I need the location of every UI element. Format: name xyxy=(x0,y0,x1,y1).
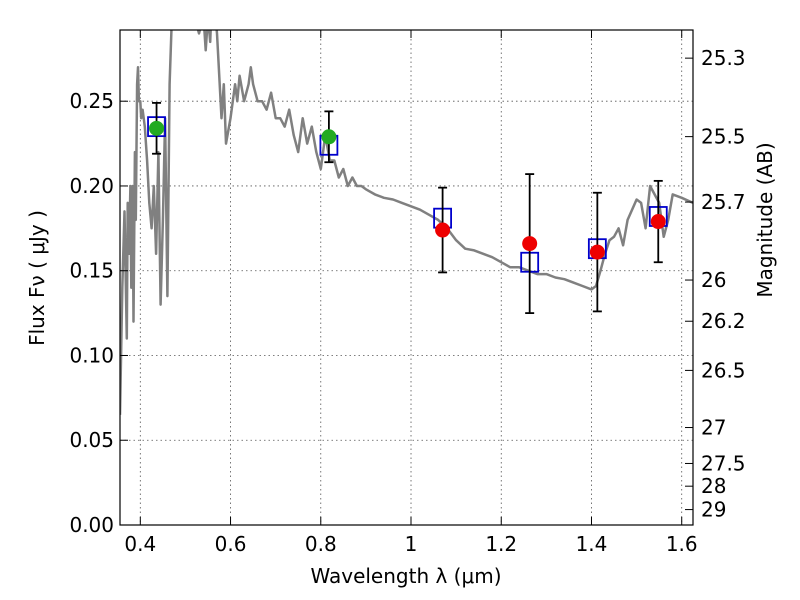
observed-point xyxy=(589,244,605,260)
x-tick-label: 0.8 xyxy=(305,532,337,556)
plot-frame xyxy=(119,29,694,526)
x-tick-label: 1.6 xyxy=(666,532,698,556)
y-tick-label: 0.00 xyxy=(69,513,114,537)
right-axis-label: Magnitude (AB) xyxy=(753,142,777,297)
right-tick-label: 26.5 xyxy=(701,358,746,382)
right-tick-label: 25.7 xyxy=(701,190,746,214)
observed-point xyxy=(321,129,337,145)
x-tick-label: 0.4 xyxy=(124,532,156,556)
grid xyxy=(120,30,693,525)
spectrum-line xyxy=(120,30,693,415)
observed-point xyxy=(435,222,451,238)
right-tick-label: 29 xyxy=(701,498,726,522)
y-axis-label: Flux Fν ( μJy ) xyxy=(25,210,49,346)
y-tick-label: 0.20 xyxy=(69,174,114,198)
observed-points xyxy=(149,101,666,314)
x-axis-label: Wavelength λ (μm) xyxy=(310,564,501,588)
observed-point xyxy=(522,236,538,252)
right-tick-label: 28 xyxy=(701,474,726,498)
right-tick-label: 26.2 xyxy=(701,309,746,333)
y-tick-label: 0.25 xyxy=(69,89,114,113)
y-tick-label: 0.05 xyxy=(69,428,114,452)
x-tick-label: 0.6 xyxy=(215,532,247,556)
right-tick-label: 26 xyxy=(701,268,726,292)
x-tick-label: 1.2 xyxy=(485,532,517,556)
y-tick-label: 0.15 xyxy=(69,259,114,283)
right-tick-label: 27.5 xyxy=(701,451,746,475)
right-tick-label: 27 xyxy=(701,416,726,440)
right-tick-label: 25.3 xyxy=(701,46,746,70)
model-spectrum xyxy=(120,30,693,415)
right-tick-label: 25.5 xyxy=(701,125,746,149)
axis-ticks: 0.4 0.6 0.8 1 1.2 1.4 1.6 0.00 0.05 0.10 0.15 0.20 0… xyxy=(69,30,746,556)
x-tick-label: 1.4 xyxy=(576,532,608,556)
observed-point xyxy=(149,120,165,136)
x-tick-label: 1 xyxy=(405,532,418,556)
observed-point xyxy=(650,214,666,230)
y-tick-label: 0.10 xyxy=(69,343,114,367)
